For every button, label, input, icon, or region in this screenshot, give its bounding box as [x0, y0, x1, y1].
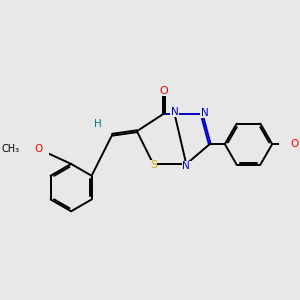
Text: CH₃: CH₃: [2, 144, 20, 154]
Text: H: H: [94, 119, 102, 129]
Text: O: O: [160, 85, 168, 96]
Text: N: N: [171, 106, 178, 117]
Text: N: N: [182, 161, 190, 171]
Text: N: N: [201, 108, 209, 118]
Text: O: O: [34, 144, 43, 154]
Text: S: S: [150, 160, 157, 170]
Text: O: O: [290, 139, 298, 149]
